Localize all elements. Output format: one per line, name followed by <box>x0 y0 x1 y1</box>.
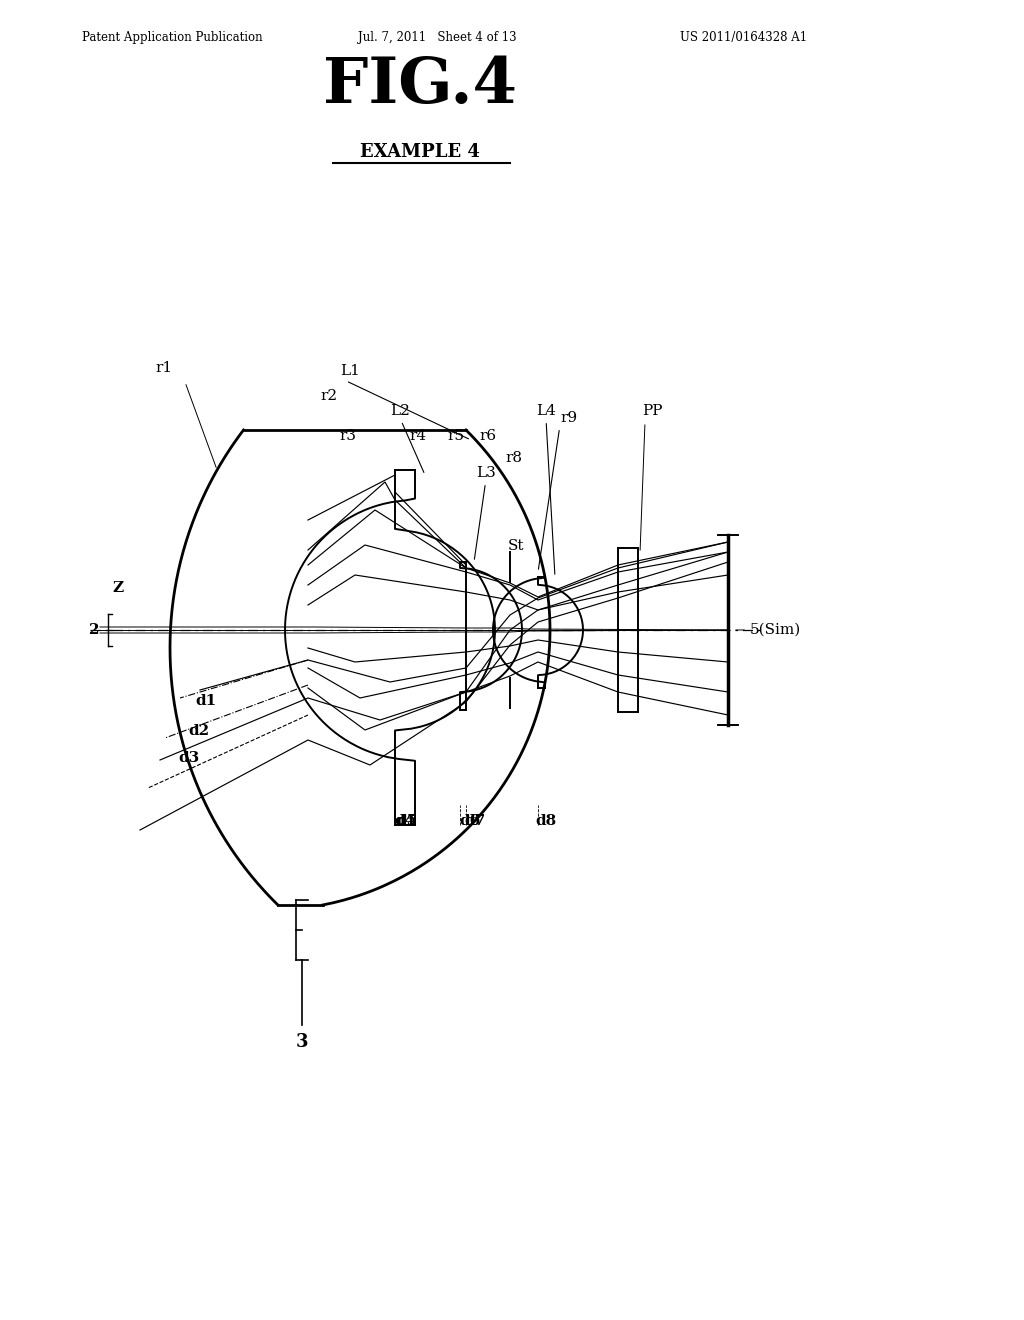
Text: r5: r5 <box>447 429 465 444</box>
Text: d4: d4 <box>394 814 416 828</box>
Text: d1: d1 <box>195 694 216 708</box>
Text: US 2011/0164328 A1: US 2011/0164328 A1 <box>680 30 807 44</box>
Text: d2: d2 <box>188 723 209 738</box>
Text: Patent Application Publication: Patent Application Publication <box>82 30 262 44</box>
Text: d6: d6 <box>460 814 480 828</box>
Text: L3: L3 <box>474 466 496 560</box>
Text: 5(Sim): 5(Sim) <box>736 623 801 638</box>
Text: 2: 2 <box>89 623 100 638</box>
Text: r4: r4 <box>410 429 427 444</box>
Text: PP: PP <box>642 404 663 418</box>
Text: 3: 3 <box>296 1034 308 1051</box>
Text: d3: d3 <box>178 751 200 766</box>
Text: r1: r1 <box>155 360 172 375</box>
Text: St: St <box>508 539 524 553</box>
Text: EXAMPLE 4: EXAMPLE 4 <box>360 143 480 161</box>
Text: r9: r9 <box>539 411 578 569</box>
Text: d8: d8 <box>536 814 557 828</box>
Text: L1: L1 <box>340 364 468 438</box>
Text: L4: L4 <box>536 404 556 574</box>
Text: d5: d5 <box>396 814 418 828</box>
Text: FIG.4: FIG.4 <box>323 54 517 116</box>
Text: L2: L2 <box>390 404 424 473</box>
Text: d7: d7 <box>464 814 485 828</box>
Text: Jul. 7, 2011   Sheet 4 of 13: Jul. 7, 2011 Sheet 4 of 13 <box>358 30 517 44</box>
Text: r3: r3 <box>340 429 356 444</box>
Text: r6: r6 <box>479 429 497 444</box>
Text: r2: r2 <box>319 389 337 403</box>
Text: r8: r8 <box>506 451 522 465</box>
Text: Z: Z <box>113 581 124 595</box>
